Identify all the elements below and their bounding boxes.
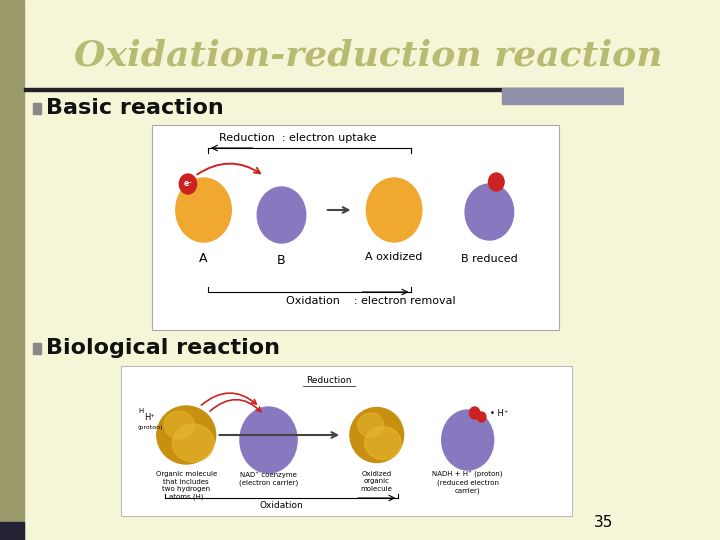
Bar (152, 125, 559, 330)
FancyArrowPatch shape (197, 164, 260, 174)
Circle shape (257, 187, 306, 243)
Bar (33, 103, 41, 114)
Text: B reduced: B reduced (461, 254, 518, 264)
Bar (121, 366, 572, 516)
Text: Reduction: Reduction (307, 376, 352, 385)
Text: Reduction  : electron uptake: Reduction : electron uptake (220, 133, 377, 143)
Circle shape (465, 184, 513, 240)
Ellipse shape (358, 413, 384, 437)
Circle shape (366, 178, 422, 242)
Text: Organic molecule
that includes
two hydrogen
atoms (H): Organic molecule that includes two hydro… (156, 471, 217, 500)
Text: 35: 35 (594, 515, 613, 530)
Text: NADH + H⁺ (proton)
(reduced electron
carrier): NADH + H⁺ (proton) (reduced electron car… (433, 471, 503, 494)
Bar (0, 0, 24, 540)
Ellipse shape (164, 411, 194, 439)
Ellipse shape (350, 408, 404, 462)
Circle shape (488, 173, 504, 191)
Text: • H⁺: • H⁺ (490, 408, 508, 417)
Circle shape (477, 412, 486, 422)
Text: A: A (199, 252, 208, 265)
Circle shape (469, 407, 480, 419)
FancyArrowPatch shape (202, 393, 256, 405)
Bar (0, 522, 24, 540)
FancyArrowPatch shape (210, 400, 261, 411)
Ellipse shape (172, 424, 214, 462)
Ellipse shape (364, 427, 401, 460)
Text: Oxidation: Oxidation (260, 501, 303, 510)
Text: Basic reaction: Basic reaction (46, 98, 224, 118)
Bar (503, 88, 624, 104)
Bar (33, 343, 41, 354)
Text: H⁺: H⁺ (145, 413, 156, 422)
Text: Biological reaction: Biological reaction (46, 338, 280, 358)
Text: Oxidation-reduction reaction: Oxidation-reduction reaction (73, 38, 662, 72)
Text: e⁻: e⁻ (184, 179, 192, 188)
Ellipse shape (157, 406, 216, 464)
Bar (24, 88, 624, 91)
Text: B: B (277, 254, 286, 267)
Text: (proton): (proton) (137, 424, 163, 429)
Text: H: H (138, 408, 144, 414)
Text: Oxidation    : electron removal: Oxidation : electron removal (286, 296, 456, 306)
Circle shape (240, 407, 297, 473)
Text: NAD⁺ coenzyme
(electron carrier): NAD⁺ coenzyme (electron carrier) (239, 471, 298, 486)
Circle shape (442, 410, 494, 470)
Text: Oxidized
organic
molecule: Oxidized organic molecule (361, 471, 392, 492)
Text: A oxidized: A oxidized (366, 252, 423, 262)
Circle shape (179, 174, 197, 194)
Circle shape (176, 178, 231, 242)
